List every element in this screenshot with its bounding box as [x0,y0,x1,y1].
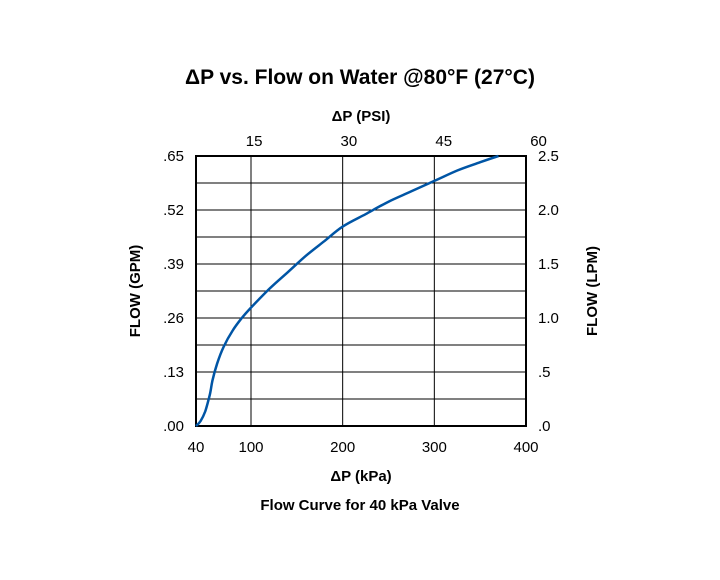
x2-tick-label: 45 [435,133,452,150]
x-tick-label: 100 [238,439,263,456]
chart-caption: Flow Curve for 40 kPa Valve [260,497,460,514]
y2-tick-label: 1.5 [538,256,559,273]
x-tick-label: 400 [513,439,538,456]
y-tick-label: .65 [163,148,184,165]
x-tick-label: 300 [422,439,447,456]
x-tick-label: 200 [330,439,355,456]
flow-curve-line [195,154,499,427]
x2-axis-label: ΔP (PSI) [332,108,391,125]
x-tick-label: 40 [188,439,205,456]
x2-tick-label: 15 [246,133,263,150]
x2-tick-label: 30 [341,133,358,150]
y-tick-label: .52 [163,202,184,219]
y-tick-label: .39 [163,256,184,273]
y2-tick-label: 2.5 [538,148,559,165]
y2-tick-label: 2.0 [538,202,559,219]
y-tick-label: .00 [163,418,184,435]
x-axis-label: ΔP (kPa) [330,468,391,485]
chart-title: ΔP vs. Flow on Water @80°F (27°C) [185,66,535,89]
y-tick-label: .13 [163,364,184,381]
tick-labels: 40 100 200 300 400 15 30 45 60 .00 .13 .26 .39 .52 .65… [163,133,559,456]
y-tick-label: .26 [163,310,184,327]
grid-lines [196,156,526,426]
y-axis-label: FLOW (GPM) [127,245,144,337]
x2-tick-label: 60 [530,133,547,150]
y2-tick-label: 1.0 [538,310,559,327]
y2-tick-label: .0 [538,418,551,435]
y2-axis-label: FLOW (LPM) [584,246,601,336]
y2-tick-label: .5 [538,364,551,381]
plot-frame [195,155,527,427]
